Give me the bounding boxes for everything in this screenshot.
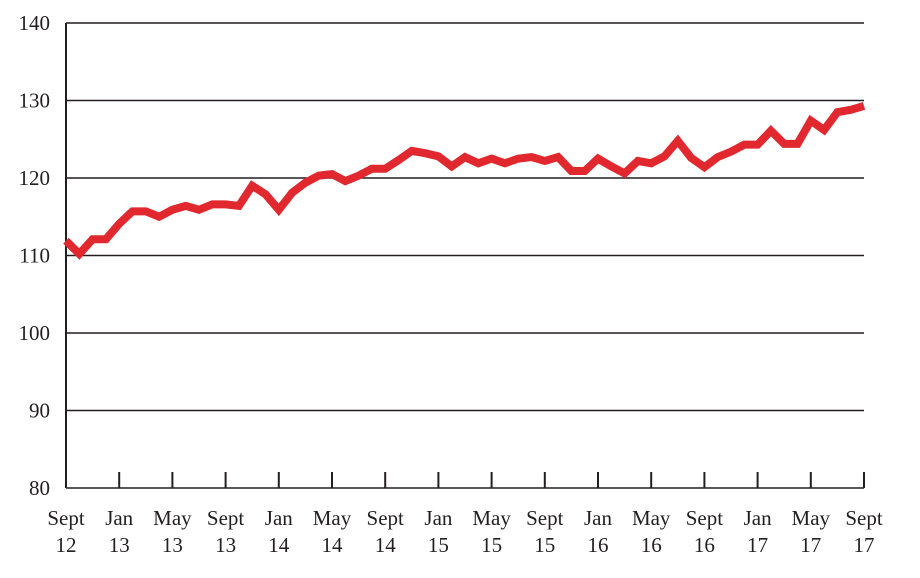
x-tick-label: May 14 — [313, 506, 352, 557]
x-tick-label: Jan 16 — [584, 506, 612, 557]
x-tick-label: Sept 17 — [845, 506, 883, 557]
y-tick-label: 80 — [29, 476, 50, 500]
x-tick-label: May 17 — [792, 506, 831, 557]
x-tick-label: Jan 14 — [265, 506, 293, 557]
x-tick-label: Sept 12 — [47, 506, 85, 557]
y-tick-label: 100 — [19, 321, 51, 345]
x-tick-label: Sept 15 — [526, 506, 564, 557]
y-tick-label: 140 — [19, 11, 51, 35]
y-tick-label: 90 — [29, 399, 50, 423]
x-tick-label: Sept 16 — [686, 506, 724, 557]
x-tick-label: Jan 17 — [744, 506, 772, 557]
x-tick-label: May 13 — [153, 506, 192, 557]
x-tick-label: Jan 13 — [105, 506, 133, 557]
data-line — [63, 102, 866, 260]
x-tick-label: Sept 13 — [207, 506, 245, 557]
y-tick-label: 110 — [19, 244, 50, 268]
y-tick-label: 130 — [19, 89, 51, 113]
y-tick-label: 120 — [19, 166, 51, 190]
x-tick-label: May 16 — [632, 506, 671, 557]
x-tick-label: May 15 — [472, 506, 511, 557]
x-tick-label: Sept 14 — [367, 506, 405, 557]
x-tick-label: Jan 15 — [424, 506, 452, 557]
